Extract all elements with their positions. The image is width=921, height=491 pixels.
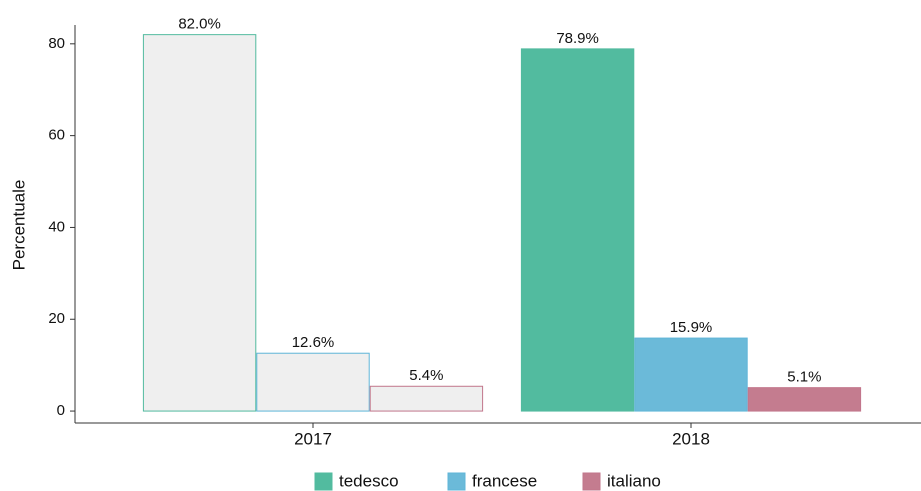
bar — [634, 337, 748, 412]
value-label: 78.9% — [556, 30, 599, 47]
y-axis-label: Percentuale — [9, 180, 28, 271]
value-label: 82.0% — [178, 16, 221, 33]
value-label: 5.1% — [787, 369, 821, 386]
legend-label: francese — [472, 471, 537, 490]
bar — [142, 34, 257, 412]
value-label: 15.9% — [670, 319, 713, 336]
value-label: 5.4% — [409, 367, 443, 384]
legend-label: tedesco — [339, 471, 399, 490]
bar — [256, 352, 370, 412]
y-tick-label: 0 — [57, 402, 65, 419]
bar — [520, 48, 635, 412]
y-tick-label: 40 — [48, 218, 65, 235]
bar — [747, 387, 862, 412]
legend-swatch — [314, 472, 333, 491]
value-label: 12.6% — [292, 334, 335, 351]
y-tick-label: 80 — [48, 35, 65, 52]
legend-swatch — [447, 472, 466, 491]
legend-label: italiano — [607, 471, 661, 490]
x-tick-label: 2017 — [294, 429, 332, 448]
bar — [369, 385, 484, 412]
x-tick-label: 2018 — [672, 429, 710, 448]
y-tick-label: 60 — [48, 127, 65, 144]
y-tick-label: 20 — [48, 310, 65, 327]
legend-swatch — [582, 472, 601, 491]
